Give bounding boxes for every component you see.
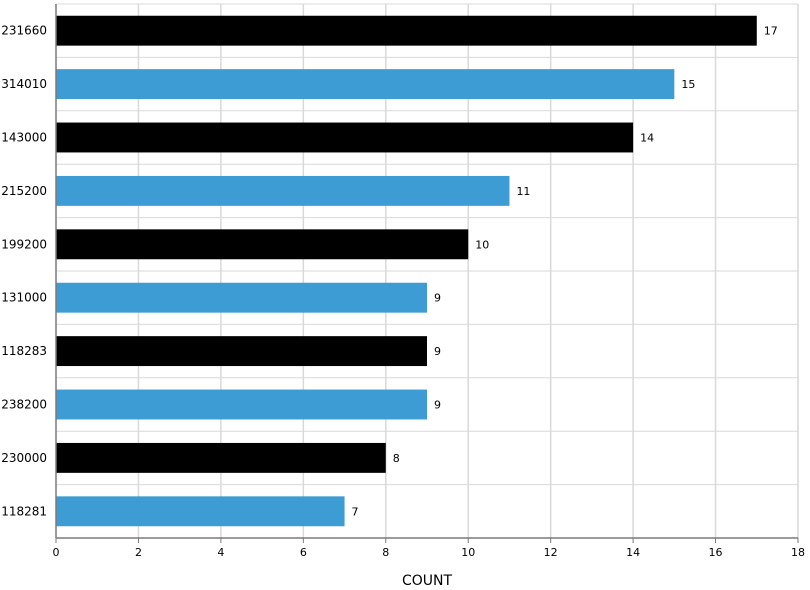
x-tick-labels: 0 2 4 6 8 10 12 14 16 18 (53, 546, 806, 559)
bar-143000 (56, 122, 634, 153)
category-label-199200: 199200 (1, 237, 47, 251)
x-tick-label-0: 0 (53, 546, 60, 559)
category-label-238200: 238200 (1, 398, 47, 412)
data-label-231660: 17 (764, 25, 778, 38)
bar-131000 (56, 282, 427, 313)
x-tick-label-14: 14 (626, 546, 640, 559)
x-tick-label-2: 2 (135, 546, 142, 559)
data-label-238200: 9 (434, 399, 441, 412)
bar-118281 (56, 496, 345, 527)
x-tick-label-4: 4 (217, 546, 224, 559)
data-label-131000: 9 (434, 292, 441, 305)
x-tick-label-12: 12 (544, 546, 558, 559)
category-label-143000: 143000 (1, 131, 47, 145)
data-labels: 17 15 14 11 10 9 9 9 8 7 (352, 25, 778, 519)
bar-199200 (56, 229, 469, 260)
category-label-215200: 215200 (1, 184, 47, 198)
category-label-131000: 131000 (1, 291, 47, 305)
category-label-118283: 118283 (1, 344, 47, 358)
x-axis-title: COUNT (402, 573, 453, 589)
data-label-118283: 9 (434, 345, 441, 358)
x-tick-label-18: 18 (791, 546, 805, 559)
x-tick-label-8: 8 (382, 546, 389, 559)
category-label-118281: 118281 (1, 504, 47, 518)
data-label-118281: 7 (352, 505, 359, 518)
data-label-199200: 10 (475, 238, 489, 251)
data-label-314010: 15 (681, 78, 695, 91)
bar-230000 (56, 442, 386, 473)
x-tick-label-10: 10 (461, 546, 475, 559)
x-tick-label-16: 16 (709, 546, 723, 559)
category-label-231660: 231660 (1, 24, 47, 38)
bars (56, 15, 757, 527)
bar-238200 (56, 389, 427, 420)
axes (55, 4, 799, 543)
category-label-230000: 230000 (1, 451, 47, 465)
bar-231660 (56, 15, 757, 46)
data-label-215200: 11 (516, 185, 530, 198)
category-label-314010: 314010 (1, 77, 47, 91)
category-labels: 231660 314010 143000 215200 199200 131000 1182… (1, 24, 47, 519)
data-label-143000: 14 (640, 132, 654, 145)
bar-215200 (56, 175, 510, 206)
x-tick-label-6: 6 (300, 546, 307, 559)
bar-118283 (56, 336, 427, 367)
data-label-230000: 8 (393, 452, 400, 465)
bar-314010 (56, 69, 675, 100)
